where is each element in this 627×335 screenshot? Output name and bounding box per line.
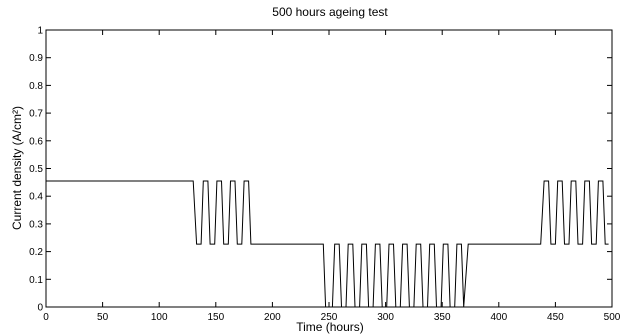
x-tick-label: 400: [490, 312, 507, 323]
series-line: [46, 180, 609, 308]
x-tick-labels: 0 50 100 150 200 250 300 350 400 450 500: [43, 312, 621, 323]
y-tick-label: 0.3: [29, 219, 43, 230]
y-tick-labels: 0 0.1 0.2 0.3 0.4 0.5 0.6 0.7 0.8 0.9 1: [29, 26, 43, 314]
x-tick-label: 500: [604, 312, 621, 323]
x-axis-label: Time (hours): [296, 320, 364, 334]
y-tick-label: 0.7: [29, 109, 43, 120]
y-axis-label: Current density (A/cm²): [10, 106, 24, 230]
x-tick-label: 0: [43, 312, 49, 323]
chart-title: 500 hours ageing test: [272, 5, 388, 19]
y-tick-label: 0.4: [29, 192, 43, 203]
y-tick-label: 0.2: [29, 247, 43, 258]
y-tick-label: 0.1: [29, 275, 43, 286]
x-tick-label: 350: [434, 312, 451, 323]
y-tick-label: 1: [37, 26, 43, 37]
y-tick-label: 0.9: [29, 53, 43, 64]
x-tick-label: 200: [264, 312, 281, 323]
y-tick-label: 0: [37, 303, 43, 314]
x-tick-label: 100: [151, 312, 168, 323]
x-tick-label: 300: [377, 312, 394, 323]
plot-area: [45, 29, 613, 308]
x-tick-label: 50: [97, 312, 109, 323]
y-tick-label: 0.6: [29, 136, 43, 147]
y-tick-label: 0.5: [29, 164, 43, 175]
x-tick-label: 150: [207, 312, 224, 323]
x-tick-label: 250: [321, 312, 338, 323]
axis-ticks: [45, 29, 613, 308]
x-tick-label: 450: [547, 312, 564, 323]
y-tick-label: 0.8: [29, 81, 43, 92]
